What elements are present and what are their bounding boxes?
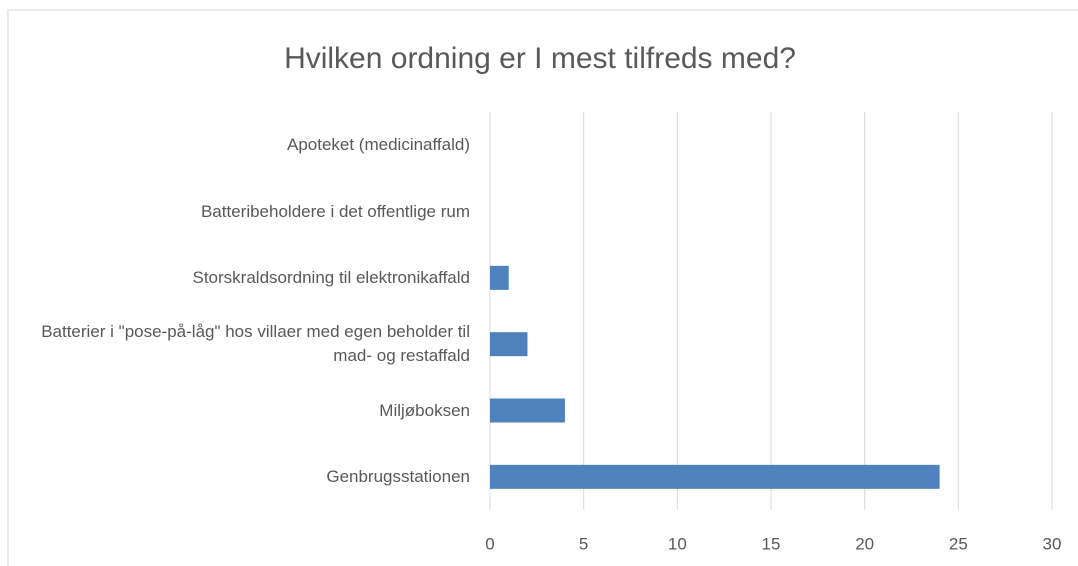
x-tick-label: 5 [579, 534, 588, 553]
y-tick-label: Miljøboksen [379, 400, 470, 420]
y-tick-label: Storskraldsordning til elektronikaffald [192, 267, 471, 287]
x-tick-label: 10 [668, 534, 687, 553]
x-tick-label: 30 [1043, 534, 1062, 553]
bar [490, 464, 940, 489]
chart-frame [7, 9, 1078, 566]
bar [490, 332, 528, 357]
y-tick-label: Genbrugsstationen [326, 466, 470, 486]
x-tick-label: 0 [485, 534, 494, 553]
chart-title: Hvilken ordning er I mest tilfreds med? [284, 42, 796, 75]
x-tick-label: 20 [855, 534, 874, 553]
bar [490, 398, 565, 423]
y-tick-label: Batteribeholdere i det offentlige rum [200, 201, 470, 221]
x-tick-label: 15 [762, 534, 781, 553]
bar [490, 265, 509, 290]
y-tick-label: Apoteket (medicinaffald) [286, 135, 470, 155]
x-tick-label: 25 [949, 534, 968, 553]
y-tick-label: Batterier i "pose-på-låg" hos villaer me… [41, 322, 470, 366]
